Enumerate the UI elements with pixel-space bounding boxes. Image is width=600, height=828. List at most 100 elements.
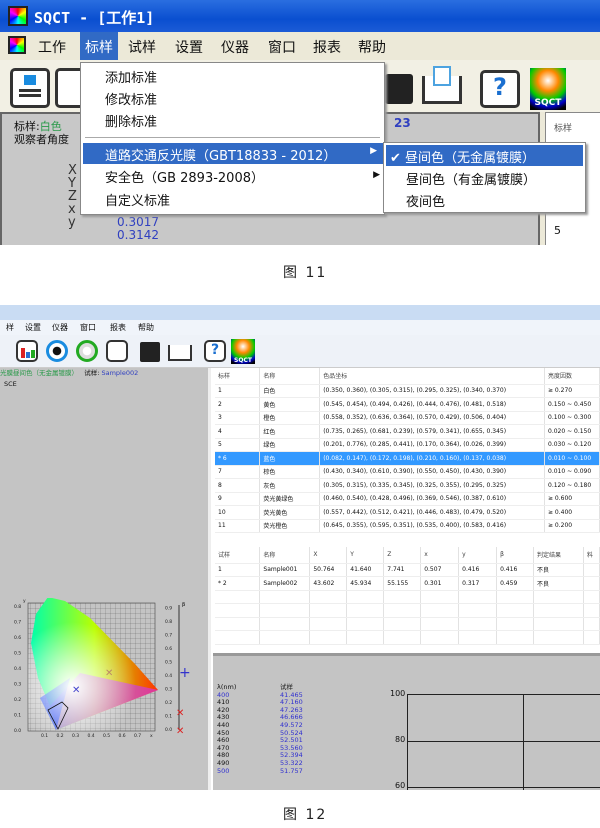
empty-cell <box>496 617 535 631</box>
help-icon[interactable]: ? <box>204 340 226 362</box>
column-header[interactable]: X <box>309 547 348 564</box>
grid-line <box>523 695 524 790</box>
column-header[interactable]: y <box>458 547 498 564</box>
table-row[interactable]: 11 荧光橙色 (0.645, 0.355), (0.595, 0.351), (0… <box>215 519 600 533</box>
table-cell: 50.764 <box>309 563 348 577</box>
table-row[interactable]: 8 灰色 (0.305, 0.315), (0.335, 0.345), (0.32… <box>215 478 600 493</box>
column-header[interactable]: Z <box>383 547 422 564</box>
app-menu-icon[interactable] <box>8 36 26 54</box>
table-row[interactable]: 5 绿色 (0.201, 0.776), (0.285, 0.441), (0.17… <box>215 438 600 452</box>
wavelength-value: 460 <box>217 736 230 745</box>
empty-row <box>215 590 600 604</box>
table-row[interactable]: 1 白色 (0.350, 0.360), (0.305, 0.315), (0.29… <box>215 384 600 398</box>
column-header[interactable]: 名称 <box>259 547 311 564</box>
table-row[interactable]: 1 Sample001 50.764 41.640 7.741 0.507 0.416 0.4… <box>215 563 600 577</box>
menu-settings[interactable]: 设置 <box>25 323 41 332</box>
table-row[interactable]: 7 棕色 (0.430, 0.340), (0.610, 0.390), (0.55… <box>215 465 600 479</box>
print-preview-icon[interactable] <box>168 345 192 361</box>
submenu-item-night[interactable]: 夜间色 <box>406 195 446 210</box>
empty-row <box>215 630 600 645</box>
menu-window[interactable]: 窗口 <box>268 40 296 56</box>
column-header[interactable]: 料 <box>583 547 600 564</box>
empty-cell <box>583 630 600 645</box>
column-header[interactable]: 名称 <box>259 368 321 385</box>
grid-line <box>408 787 600 788</box>
toolbar: ? SQCT <box>0 335 600 368</box>
table-cell: 8 <box>215 478 261 493</box>
table-cell: 灰色 <box>259 478 321 493</box>
menu-item-safety-color[interactable]: 安全色（GB 2893-2008） ▶ <box>105 167 380 186</box>
menu-report[interactable]: 报表 <box>110 323 126 332</box>
empty-cell <box>458 630 498 645</box>
table-cell: (0.558, 0.352), (0.636, 0.364), (0.570, … <box>319 411 545 425</box>
menu-item-edit-standard[interactable]: 修改标准 <box>105 93 158 108</box>
empty-cell <box>383 617 422 631</box>
white-point-glow <box>28 603 155 731</box>
menu-help[interactable]: 帮助 <box>138 323 154 332</box>
table-cell: 1 <box>215 563 261 577</box>
help-icon[interactable]: ? <box>480 70 520 108</box>
print-icon[interactable] <box>385 74 413 104</box>
menu-item-custom-standard[interactable]: 自定义标准 <box>105 194 171 209</box>
column-header[interactable]: 色品坐标 <box>319 368 545 385</box>
Z-label: Z <box>68 189 77 204</box>
column-header[interactable]: 试样 <box>215 547 261 564</box>
wavelength-value: 470 <box>217 743 230 752</box>
table-cell: Sample001 <box>259 563 311 577</box>
menu-sample[interactable]: 试样 <box>128 40 156 56</box>
menu-item-add-standard[interactable]: 添加标准 <box>105 71 158 86</box>
std-column-header: 标样 <box>554 124 573 134</box>
column-header[interactable]: β <box>496 547 535 564</box>
menu-instrument[interactable]: 仪器 <box>52 323 68 332</box>
wavelength-value: 490 <box>217 758 230 767</box>
std-row[interactable]: 5 <box>554 224 561 237</box>
import-icon[interactable] <box>10 68 50 108</box>
y-tick-label: 0.1 <box>14 713 21 719</box>
table-cell: 7.741 <box>383 563 422 577</box>
table-row[interactable]: * 6 蓝色 (0.082, 0.147), (0.172, 0.198), (0.… <box>215 451 600 466</box>
menu-help[interactable]: 帮助 <box>358 40 386 56</box>
table-cell: (0.305, 0.315), (0.335, 0.345), (0.325, … <box>319 478 545 493</box>
table-row[interactable]: * 2 Sample002 43.602 45.934 55.155 0.301 0.317… <box>215 576 600 591</box>
reflectance-value: 51.757 <box>280 766 303 775</box>
submenu-item-daytime-no-metal[interactable]: ✔ 昼间色（无金属镀膜） <box>386 145 583 166</box>
reflectance-value: 47.160 <box>280 698 303 707</box>
y-tick-label: 0.2 <box>14 697 21 703</box>
table-cell: 0.459 <box>496 576 535 591</box>
menu-standard[interactable]: 标样 <box>80 32 118 60</box>
empty-cell <box>533 630 584 645</box>
sqct-logo[interactable]: SQCT <box>530 68 566 110</box>
column-header[interactable]: Y <box>346 547 385 564</box>
table-row[interactable]: 2 黄色 (0.545, 0.454), (0.494, 0.426), (0.44… <box>215 397 600 412</box>
menu-item-delete-standard[interactable]: 删除标准 <box>105 115 158 130</box>
table-cell: (0.735, 0.265), (0.681, 0.239), (0.579, … <box>319 424 545 439</box>
bar-chart-icon[interactable] <box>16 340 38 362</box>
print-icon[interactable] <box>140 342 160 362</box>
column-header[interactable]: x <box>420 547 460 564</box>
submenu-item-daytime-metal[interactable]: 昼间色（有金属镀膜） <box>406 173 537 188</box>
empty-cell <box>259 590 311 604</box>
column-header[interactable]: 标样 <box>215 368 261 385</box>
empty-cell <box>215 603 261 618</box>
column-header[interactable]: 判定结果 <box>533 547 584 564</box>
menu-window[interactable]: 窗口 <box>80 323 96 332</box>
menu-item-road-traffic-film[interactable]: 道路交通反光膜（GBT18833 - 2012） ▶ <box>83 143 383 164</box>
sqct-logo[interactable]: SQCT <box>231 339 255 364</box>
empty-cell <box>420 603 460 618</box>
menu-report[interactable]: 报表 <box>313 40 341 56</box>
y-label: y <box>68 215 76 230</box>
menu-settings[interactable]: 设置 <box>175 40 203 56</box>
measure-icon[interactable] <box>46 340 68 362</box>
export-icon[interactable] <box>106 340 128 362</box>
menu-work[interactable]: 工作 <box>38 40 66 56</box>
table-row[interactable]: 3 橙色 (0.558, 0.352), (0.636, 0.364), (0.57… <box>215 411 600 425</box>
menu-standard[interactable]: 样 <box>6 323 14 332</box>
table-row[interactable]: 4 红色 (0.735, 0.265), (0.681, 0.239), (0.57… <box>215 424 600 439</box>
column-header[interactable]: 亮度因数 <box>544 368 600 385</box>
menu-instrument[interactable]: 仪器 <box>221 40 249 56</box>
print-preview-icon[interactable] <box>422 66 462 104</box>
calibrate-icon[interactable] <box>76 340 98 362</box>
table-row[interactable]: 9 荧光黄绿色 (0.460, 0.540), (0.428, 0.496), (0… <box>215 492 600 506</box>
table-row[interactable]: 10 荧光黄色 (0.557, 0.442), (0.512, 0.421), (0… <box>215 505 600 520</box>
